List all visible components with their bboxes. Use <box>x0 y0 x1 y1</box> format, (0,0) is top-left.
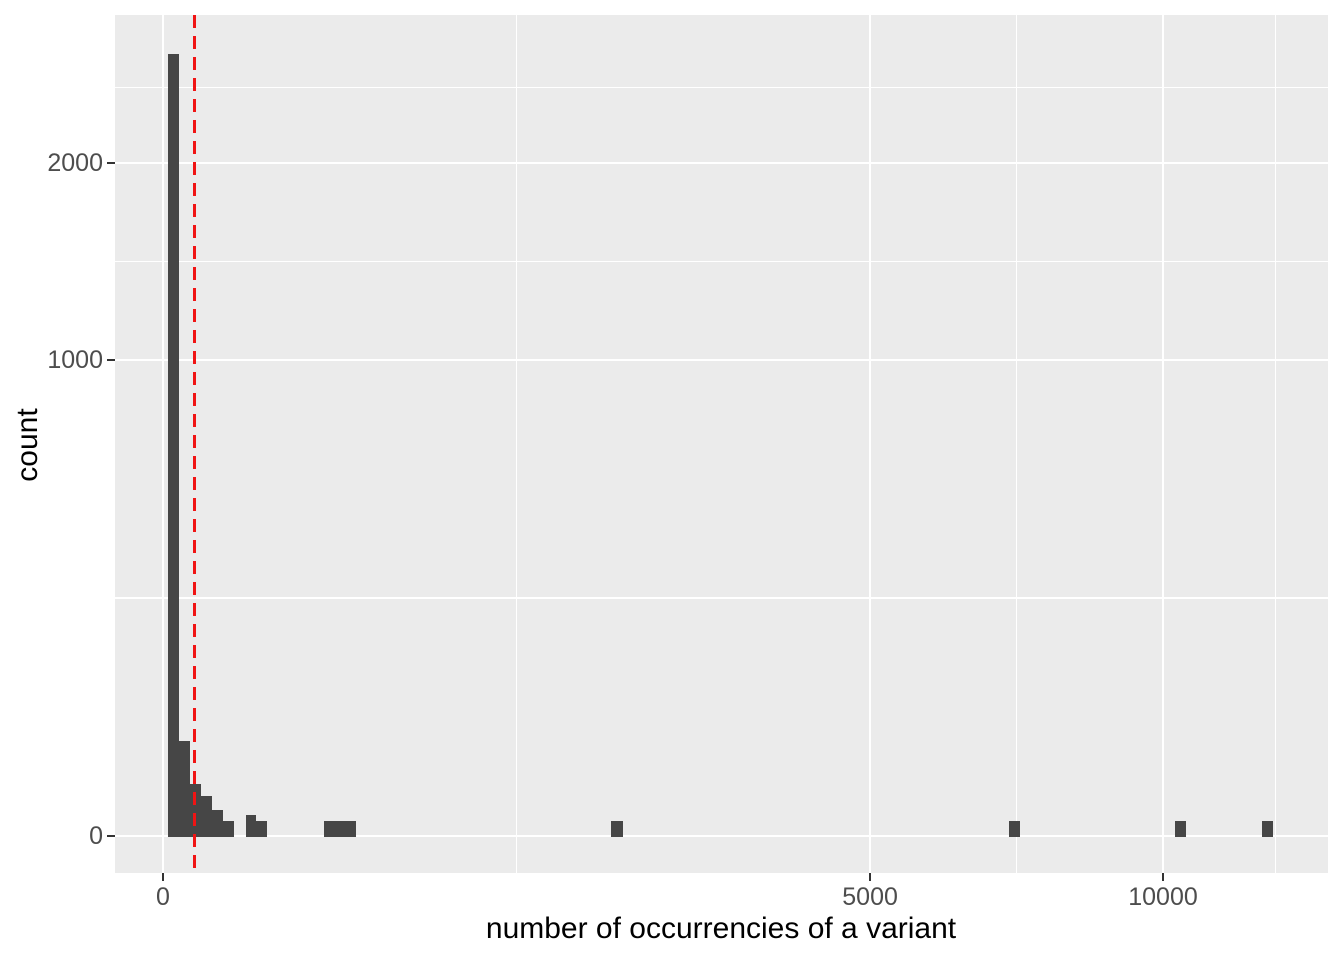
histogram-bar <box>1174 820 1186 837</box>
tick-label-x: 0 <box>156 883 170 911</box>
tick-label-y: 1000 <box>47 346 103 375</box>
gridline-major-y <box>115 358 1328 362</box>
tick-label-y: 2000 <box>47 148 103 177</box>
gridline-minor-y <box>115 260 1328 263</box>
gridline-major-y <box>115 161 1328 165</box>
histogram-bar <box>201 796 212 837</box>
tick-label-x: 10000 <box>1128 883 1198 911</box>
axis-tick-y <box>107 835 115 837</box>
x-axis-title: number of occurrencies of a variant <box>485 912 957 945</box>
axis-tick-y <box>107 359 115 362</box>
histogram-bar <box>256 820 268 837</box>
histogram-bar <box>1009 820 1021 837</box>
gridline-minor-x <box>1015 15 1018 873</box>
gridline-minor-y <box>115 597 1328 599</box>
gridline-minor-x <box>515 15 518 873</box>
gridline-minor-x <box>1274 15 1276 873</box>
histogram-bar <box>223 820 234 837</box>
histogram-bar <box>212 809 223 837</box>
histogram-bar <box>245 814 257 837</box>
histogram-bar <box>1262 820 1274 837</box>
tick-label-y: 0 <box>89 822 103 850</box>
gridline-major-y <box>115 834 1328 838</box>
gridline-major-x <box>1161 15 1165 873</box>
histogram-bar <box>610 820 624 837</box>
histogram-bar <box>179 740 190 837</box>
gridline-major-x <box>869 15 872 873</box>
axis-tick-y <box>107 161 115 164</box>
axis-tick-x <box>869 873 872 881</box>
axis-tick-x <box>162 873 164 881</box>
plot-panel <box>115 15 1328 873</box>
tick-label-x: 5000 <box>842 883 898 911</box>
histogram-bar <box>168 53 179 837</box>
gridline-major-x <box>161 15 165 873</box>
y-axis-title: count <box>11 408 44 482</box>
histogram-bar <box>323 820 357 837</box>
threshold-vline <box>193 15 197 873</box>
axis-tick-x <box>1162 873 1164 881</box>
gridline-minor-y <box>115 86 1328 88</box>
